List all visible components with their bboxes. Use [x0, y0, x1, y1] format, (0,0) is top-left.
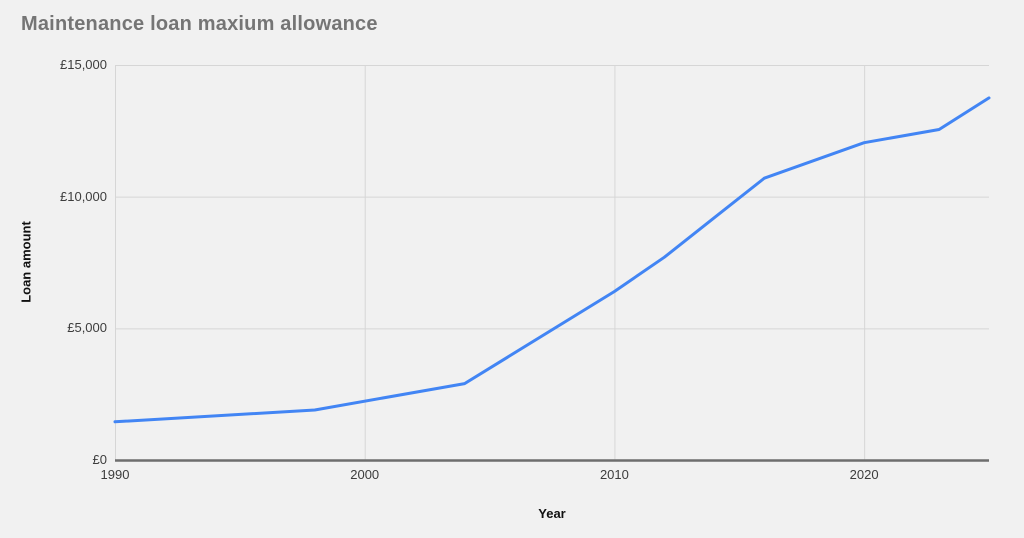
x-tick-label: 1990: [100, 467, 130, 482]
x-tick-label: 2020: [849, 467, 879, 482]
chart-title: Maintenance loan maxium allowance: [21, 13, 378, 35]
y-tick-label: £0: [92, 452, 107, 467]
x-tick-label: 2010: [599, 467, 629, 482]
y-tick-label: £15,000: [60, 57, 107, 72]
x-axis-title: Year: [538, 506, 566, 521]
y-axis-title: Loan amount: [18, 221, 34, 303]
y-tick-label: £5,000: [67, 320, 107, 336]
gridlines: [115, 65, 989, 460]
x-tick-label: 2000: [350, 467, 380, 482]
loan-amount-series-line: [113, 96, 991, 424]
y-tick-label: £10,000: [60, 188, 107, 204]
